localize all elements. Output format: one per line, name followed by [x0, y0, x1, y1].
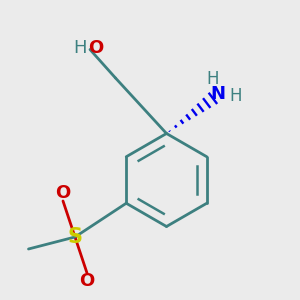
Text: O: O — [88, 39, 104, 57]
Text: S: S — [68, 227, 82, 247]
Text: N: N — [210, 85, 225, 103]
Text: H: H — [74, 39, 87, 57]
Text: O: O — [56, 184, 70, 202]
Text: H: H — [207, 70, 219, 88]
Text: H: H — [229, 87, 242, 105]
Text: O: O — [80, 272, 94, 290]
